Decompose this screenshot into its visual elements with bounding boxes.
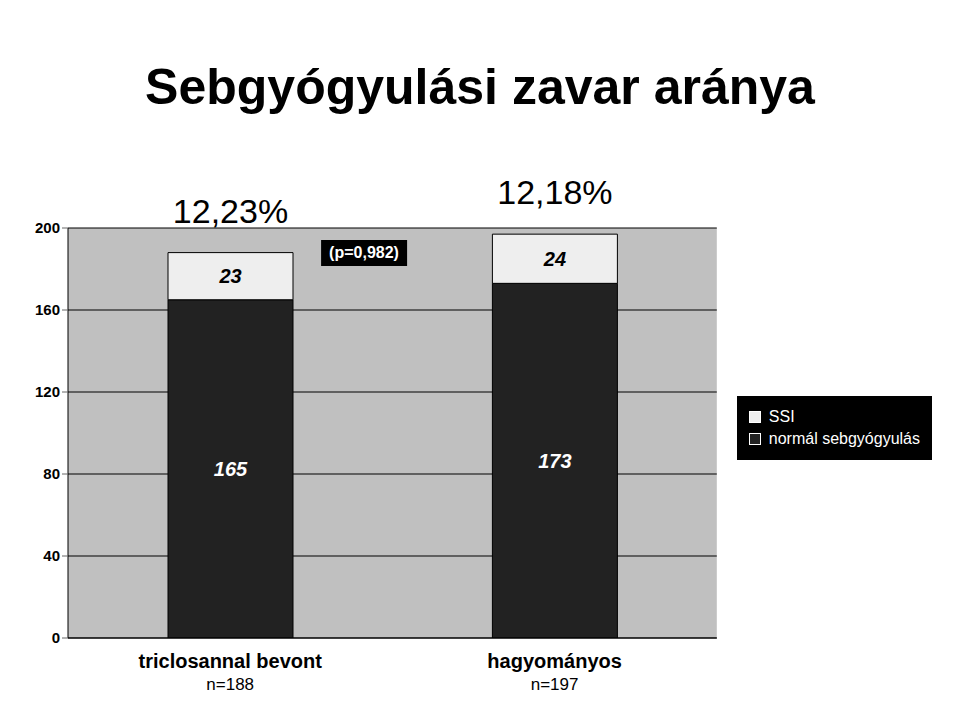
svg-text:12,18%: 12,18% (497, 173, 612, 211)
html-text:normál sebgyógyulás: normál sebgyógyulás (768, 430, 920, 447)
svg-text:triclosannal bevont: triclosannal bevont (139, 650, 323, 672)
svg-text:23: 23 (218, 265, 241, 287)
svg-text:n=188: n=188 (206, 675, 254, 694)
svg-text:165: 165 (214, 458, 248, 480)
svg-text:24: 24 (543, 248, 566, 270)
svg-text:120: 120 (35, 383, 60, 400)
html-text:Sebgyógyulási zavar aránya: Sebgyógyulási zavar aránya (145, 59, 815, 115)
svg-text:12,23%: 12,23% (173, 192, 288, 230)
svg-text:n=197: n=197 (531, 675, 579, 694)
html-text:(p=0,982): (p=0,982) (329, 244, 399, 261)
html-text:SSI: SSI (768, 408, 795, 425)
svg-text:160: 160 (35, 301, 60, 318)
svg-text:80: 80 (43, 465, 60, 482)
svg-text:40: 40 (43, 547, 60, 564)
svg-text:173: 173 (538, 450, 571, 472)
svg-text:hagyományos: hagyományos (487, 650, 621, 672)
svg-text:0: 0 (52, 629, 60, 646)
svg-text:200: 200 (35, 219, 60, 236)
